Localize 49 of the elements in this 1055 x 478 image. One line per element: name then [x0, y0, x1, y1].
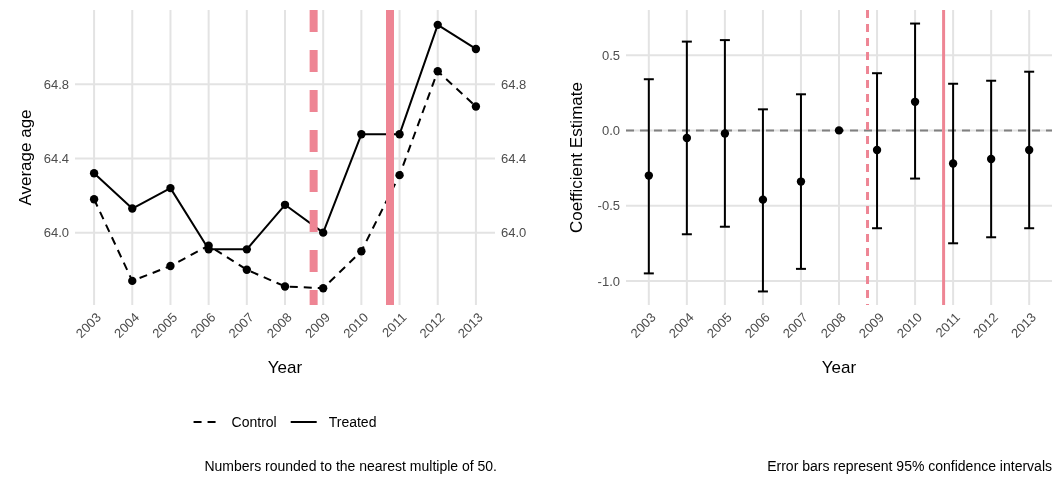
- point: [395, 130, 404, 139]
- point: [1024, 145, 1034, 155]
- point: [644, 171, 654, 180]
- point: [682, 133, 692, 143]
- point: [796, 177, 806, 186]
- point: [89, 169, 99, 178]
- y-tick-label: 0.5: [601, 47, 620, 63]
- y-tick-label: 64.8: [43, 76, 69, 92]
- point: [948, 159, 958, 168]
- point: [280, 282, 290, 291]
- point: [242, 245, 251, 254]
- point: [433, 67, 442, 76]
- point: [128, 204, 137, 213]
- point: [166, 183, 175, 193]
- point: [986, 154, 996, 164]
- point: [834, 126, 844, 135]
- x-axis-title: Year: [267, 358, 303, 377]
- point: [128, 276, 137, 286]
- y2-tick-label: 64.0: [501, 225, 527, 241]
- point: [357, 130, 366, 139]
- point: [319, 284, 328, 293]
- y-tick-label: 64.0: [43, 225, 69, 241]
- point: [471, 102, 481, 111]
- point: [758, 195, 768, 204]
- legend-label: Treated: [328, 414, 377, 430]
- legend-label: Control: [231, 414, 277, 430]
- y-axis-title: Average age: [16, 109, 35, 206]
- point: [242, 265, 251, 274]
- point: [433, 20, 442, 30]
- y2-tick-label: 64.8: [501, 76, 527, 92]
- point: [910, 97, 920, 106]
- x-axis-title: Year: [821, 358, 857, 377]
- y-tick-label: 0.0: [601, 123, 620, 139]
- y2-tick-label: 64.4: [501, 151, 527, 167]
- point: [166, 261, 175, 271]
- y-tick-label: -0.5: [597, 198, 620, 214]
- point: [872, 145, 882, 155]
- y-axis-title: Coefficient Estimate: [567, 82, 586, 233]
- point: [319, 228, 328, 237]
- point: [395, 170, 404, 180]
- point: [280, 200, 290, 209]
- point: [357, 247, 366, 256]
- point: [89, 195, 99, 204]
- y-tick-label: 64.4: [43, 151, 69, 167]
- point: [471, 44, 481, 54]
- y-tick-label: -1.0: [597, 273, 620, 289]
- text: Numbers rounded to the nearest multiple of 50.: [204, 458, 497, 474]
- text: Error bars represent 95% confidence intervals: [767, 458, 1052, 474]
- point: [720, 129, 730, 138]
